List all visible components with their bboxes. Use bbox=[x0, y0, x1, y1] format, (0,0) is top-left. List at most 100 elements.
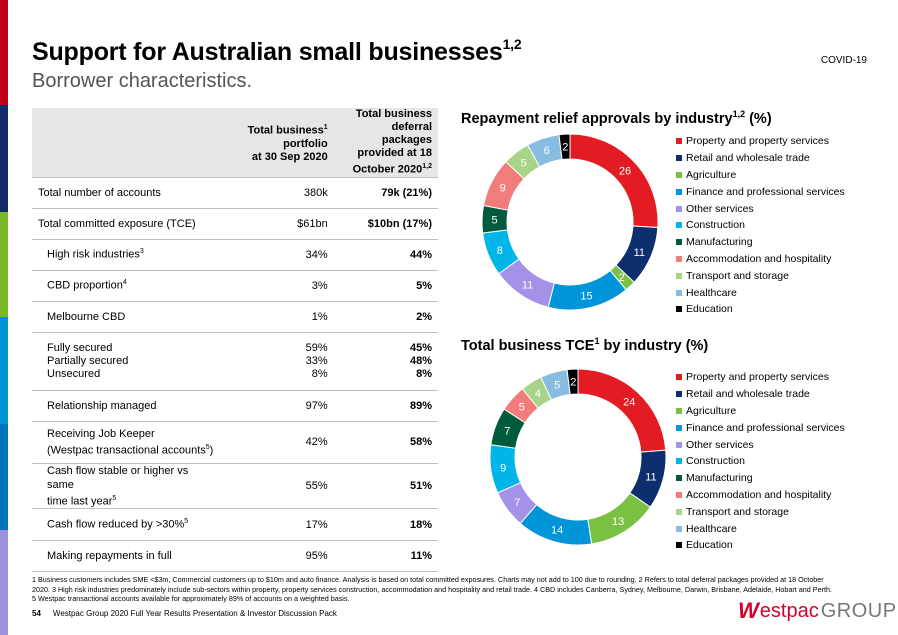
slice-label: 4 bbox=[535, 388, 541, 400]
legend-label: Transport and storage bbox=[686, 269, 789, 282]
legend-swatch bbox=[676, 374, 682, 381]
slice-label: 5 bbox=[491, 215, 497, 227]
legend-item: Agriculture bbox=[676, 167, 845, 184]
legend-swatch bbox=[676, 424, 682, 431]
legend-label: Healthcare bbox=[686, 522, 737, 535]
brand-stripe-cyan bbox=[0, 317, 8, 424]
legend-label: Finance and professional services bbox=[686, 185, 845, 198]
legend-label: Accommodation and hospitality bbox=[686, 488, 832, 501]
legend-label: Education bbox=[686, 539, 733, 552]
slice-label: 5 bbox=[554, 379, 560, 391]
legend-item: Other services bbox=[676, 200, 845, 217]
donut-slice bbox=[569, 133, 659, 229]
table-row: CBD proportion4 3% 5% bbox=[32, 270, 438, 302]
legend-label: Property and property services bbox=[686, 371, 829, 384]
legend-label: Accommodation and hospitality bbox=[686, 252, 832, 265]
table-header: Total business1 portfolio at 30 Sep 2020… bbox=[32, 108, 438, 178]
legend-label: Other services bbox=[686, 202, 754, 215]
footnotes: 1 Business customers includes SME <$3m, … bbox=[32, 575, 832, 603]
legend-item: Construction bbox=[676, 453, 845, 470]
slice-label: 15 bbox=[580, 291, 592, 303]
legend-item: Healthcare bbox=[676, 520, 845, 537]
legend-item: Manufacturing bbox=[676, 234, 845, 251]
slice-label: 7 bbox=[514, 497, 520, 509]
chart1-legend: Property and property services Retail and… bbox=[676, 133, 845, 318]
legend-swatch bbox=[676, 272, 682, 279]
legend-item: Accommodation and hospitality bbox=[676, 487, 845, 504]
legend-item: Transport and storage bbox=[676, 503, 845, 520]
legend-item: Finance and professional services bbox=[676, 183, 845, 200]
brand-stripe-red bbox=[0, 0, 8, 105]
legend-label: Agriculture bbox=[686, 404, 737, 417]
donut-slice bbox=[558, 133, 571, 161]
table-row: Total committed exposure (TCE) $61bn $10… bbox=[32, 208, 438, 240]
legend-item: Finance and professional services bbox=[676, 419, 845, 436]
legend-label: Other services bbox=[686, 438, 754, 451]
header-deferral: Total business deferral packages provide… bbox=[333, 108, 438, 178]
legend-label: Finance and professional services bbox=[686, 421, 845, 434]
legend-swatch bbox=[676, 188, 682, 195]
legend-swatch bbox=[676, 525, 682, 532]
legend-item: Retail and wholesale trade bbox=[676, 150, 845, 167]
donut-slice bbox=[577, 368, 667, 453]
table-row: Fully secured Partially secured Unsecured … bbox=[32, 332, 438, 391]
slice-label: 2 bbox=[619, 272, 625, 284]
slice-label: 26 bbox=[619, 165, 631, 177]
slice-label: 8 bbox=[497, 245, 503, 257]
donut-slice bbox=[566, 368, 579, 396]
covid-tag: COVID-19 bbox=[820, 55, 867, 66]
chart2-title: Total business TCE1 by industry (%) bbox=[461, 336, 709, 354]
page-title: Support for Australian small businesses1… bbox=[32, 36, 522, 66]
legend-label: Manufacturing bbox=[686, 472, 753, 485]
page-number: 54 bbox=[32, 609, 41, 618]
table-row: High risk industries3 34% 44% bbox=[32, 239, 438, 271]
footer-text: Westpac Group 2020 Full Year Results Pre… bbox=[52, 609, 337, 618]
legend-swatch bbox=[676, 222, 682, 229]
brand-stripe-green bbox=[0, 212, 8, 317]
legend-item: Manufacturing bbox=[676, 470, 845, 487]
page-footer: 54 Westpac Group 2020 Full Year Results P… bbox=[32, 609, 337, 618]
legend-item: Healthcare bbox=[676, 284, 845, 301]
slice-label: 11 bbox=[522, 279, 533, 291]
legend-item: Other services bbox=[676, 436, 845, 453]
legend-item: Transport and storage bbox=[676, 267, 845, 284]
borrower-table: Total business1 portfolio at 30 Sep 2020… bbox=[32, 108, 438, 573]
legend-label: Retail and wholesale trade bbox=[686, 152, 810, 165]
legend-swatch bbox=[676, 155, 682, 162]
page-subtitle: Borrower characteristics. bbox=[32, 70, 253, 92]
legend-label: Construction bbox=[686, 219, 745, 232]
table-row: Cash flow reduced by >30%5 17% 18% bbox=[32, 508, 438, 542]
legend-item: Property and property services bbox=[676, 369, 845, 386]
slice-label: 5 bbox=[519, 402, 525, 414]
legend-swatch bbox=[676, 475, 682, 482]
slice-label: 9 bbox=[500, 463, 506, 475]
legend-swatch bbox=[676, 255, 682, 262]
slice-label: 11 bbox=[634, 247, 645, 259]
brand-stripe-lilac bbox=[0, 530, 8, 635]
brand-stripe-blue bbox=[0, 424, 8, 530]
table-row: Total number of accounts 380k 79k (21%) bbox=[32, 177, 438, 209]
legend-item: Education bbox=[676, 537, 845, 554]
slice-label: 7 bbox=[504, 426, 510, 438]
slice-label: 9 bbox=[500, 183, 506, 195]
legend-swatch bbox=[676, 508, 682, 515]
slice-label: 2 bbox=[570, 377, 576, 389]
brand-stripe-navy bbox=[0, 105, 8, 212]
slice-label: 13 bbox=[612, 516, 624, 528]
legend-item: Agriculture bbox=[676, 403, 845, 420]
chart2-legend: Property and property services Retail and… bbox=[676, 369, 845, 554]
legend-label: Education bbox=[686, 303, 733, 316]
slice-label: 11 bbox=[645, 472, 656, 484]
legend-swatch bbox=[676, 171, 682, 178]
legend-swatch bbox=[676, 289, 682, 296]
legend-swatch bbox=[676, 542, 682, 549]
slice-label: 14 bbox=[551, 525, 563, 537]
legend-item: Accommodation and hospitality bbox=[676, 251, 845, 268]
slice-label: 6 bbox=[544, 145, 550, 157]
legend-swatch bbox=[676, 491, 682, 498]
slice-label: 2 bbox=[562, 142, 568, 154]
table-row: Receiving Job Keeper (Westpac transaction… bbox=[32, 421, 438, 464]
legend-label: Retail and wholesale trade bbox=[686, 388, 810, 401]
legend-item: Retail and wholesale trade bbox=[676, 386, 845, 403]
